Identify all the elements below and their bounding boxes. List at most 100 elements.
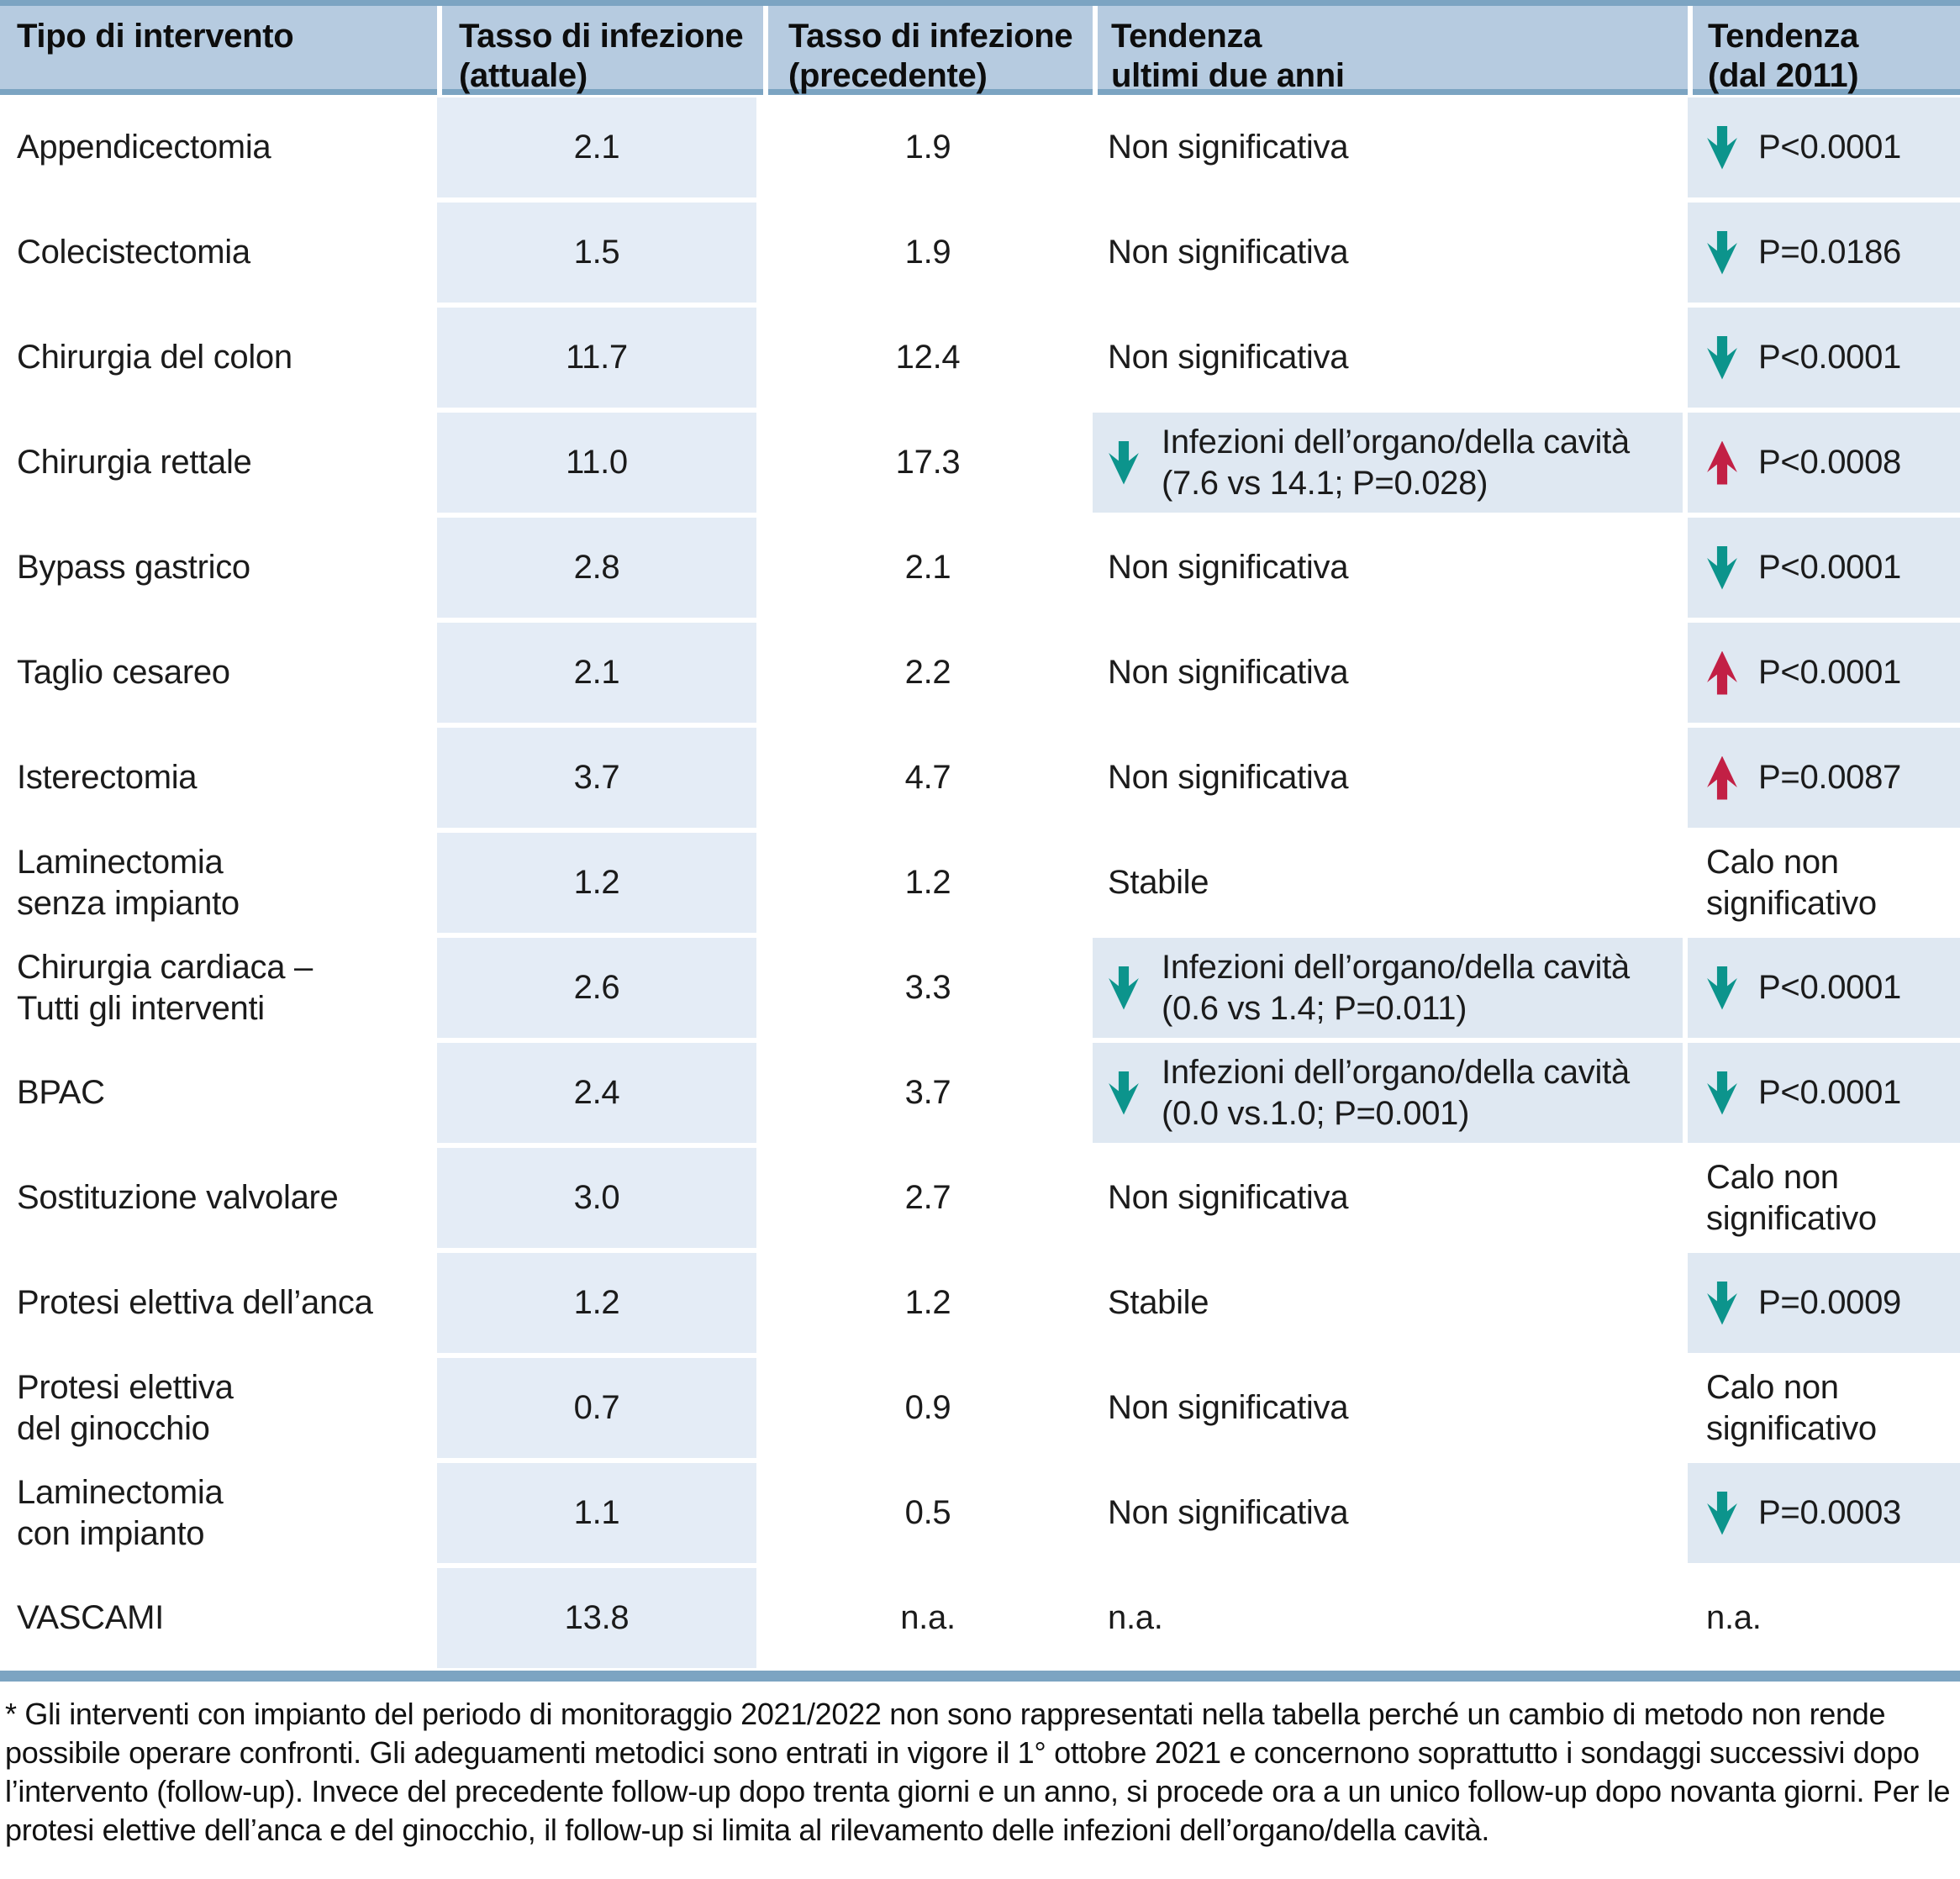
- current-rate: 2.1: [573, 654, 620, 691]
- procedure-name-cell: Protesi elettiva dell’anca: [0, 1250, 437, 1355]
- trend-2011-text: P<0.0001: [1758, 654, 1901, 691]
- trend-2y-text: Non significativa: [1108, 549, 1349, 586]
- trend-2011-text: Calo non significativo: [1706, 1158, 1877, 1237]
- previous-rate-cell: 1.2: [763, 1250, 1093, 1355]
- trend-2011-text: P<0.0001: [1758, 129, 1901, 166]
- previous-rate: 12.4: [895, 339, 961, 376]
- procedure-name-cell: Appendicectomia: [0, 95, 437, 200]
- trend-2y-text: Stabile: [1108, 1284, 1209, 1321]
- column-header-tasso-precedente: Tasso di infezione (precedente): [763, 6, 1093, 96]
- trend-2y-cell: Non significativa: [1093, 95, 1688, 200]
- previous-rate: 2.2: [904, 654, 951, 691]
- current-rate: 11.7: [566, 339, 628, 376]
- trend-2y-text: Non significativa: [1108, 654, 1349, 691]
- trend-2011-cell: P<0.0001: [1688, 308, 1960, 408]
- trend-arrow-icon: [1707, 755, 1737, 800]
- procedure-name-cell: Colecistectomia: [0, 200, 437, 305]
- current-rate-cell: 1.1: [437, 1463, 756, 1563]
- procedure-name-cell: VASCAMI: [0, 1566, 437, 1671]
- column-header-tasso-attuale: Tasso di infezione (attuale): [437, 6, 763, 96]
- procedure-name: VASCAMI: [17, 1599, 164, 1636]
- previous-rate: 3.3: [904, 969, 951, 1006]
- previous-rate-cell: 2.2: [763, 620, 1093, 725]
- table-body: Appendicectomia 2.1 1.9 Non significativ…: [0, 95, 1960, 1671]
- procedure-name-cell: Protesi elettiva del ginocchio: [0, 1355, 437, 1461]
- trend-2y-text: Stabile: [1108, 864, 1209, 901]
- previous-rate-cell: 12.4: [763, 305, 1093, 410]
- procedure-name: BPAC: [17, 1074, 105, 1111]
- current-rate: 0.7: [573, 1389, 620, 1426]
- trend-2y-text: n.a.: [1108, 1599, 1163, 1636]
- procedure-name-cell: Chirurgia rettale: [0, 410, 437, 515]
- procedure-name: Chirurgia cardiaca – Tutti gli intervent…: [17, 948, 313, 1027]
- column-header-tipo-di-intervento: Tipo di intervento: [17, 18, 294, 55]
- procedure-name: Colecistectomia: [17, 234, 250, 271]
- procedure-name: Laminectomia con impianto: [17, 1473, 224, 1552]
- trend-2y-cell: Stabile: [1093, 830, 1688, 935]
- previous-rate: 17.3: [895, 444, 961, 481]
- current-rate: 2.6: [573, 969, 620, 1006]
- previous-rate: 1.2: [904, 1284, 951, 1321]
- procedure-name: Protesi elettiva dell’anca: [17, 1284, 373, 1321]
- trend-2y-cell: Infezioni dell’organo/della cavità (7.6 …: [1093, 413, 1683, 513]
- previous-rate-cell: 17.3: [763, 410, 1093, 515]
- previous-rate-cell: n.a.: [763, 1566, 1093, 1671]
- previous-rate-cell: 4.7: [763, 725, 1093, 830]
- trend-2y-text: Non significativa: [1108, 1494, 1349, 1531]
- trend-2011-cell: n.a.: [1688, 1566, 1960, 1671]
- previous-rate-cell: 2.7: [763, 1145, 1093, 1250]
- current-rate-cell: 3.0: [437, 1148, 756, 1248]
- current-rate: 1.2: [573, 1284, 620, 1321]
- trend-2y-cell: Infezioni dell’organo/della cavità (0.0 …: [1093, 1043, 1683, 1143]
- procedure-name-cell: Isterectomia: [0, 725, 437, 830]
- procedure-name-cell: Laminectomia senza impianto: [0, 830, 437, 935]
- current-rate-cell: 2.1: [437, 623, 756, 723]
- current-rate-cell: 11.0: [437, 413, 756, 513]
- current-rate: 3.7: [573, 759, 620, 796]
- procedure-name: Sostituzione valvolare: [17, 1179, 339, 1216]
- table-bottom-rule: [0, 1671, 1960, 1682]
- trend-2011-cell: P<0.0001: [1688, 623, 1960, 723]
- previous-rate-cell: 0.5: [763, 1461, 1093, 1566]
- previous-rate: 3.7: [904, 1074, 951, 1111]
- trend-2y-cell: Non significativa: [1093, 515, 1688, 620]
- current-rate-cell: 2.8: [437, 518, 756, 618]
- current-rate: 1.5: [573, 234, 620, 271]
- current-rate-cell: 1.2: [437, 1253, 756, 1353]
- previous-rate: 0.5: [904, 1494, 951, 1531]
- trend-2y-cell: Non significativa: [1093, 1145, 1688, 1250]
- procedure-name: Bypass gastrico: [17, 549, 250, 586]
- trend-arrow-icon: [1109, 966, 1139, 1010]
- trend-2011-text: P=0.0009: [1758, 1284, 1901, 1321]
- current-rate: 1.2: [573, 864, 620, 901]
- trend-arrow-icon: [1707, 650, 1737, 695]
- trend-2011-cell: P=0.0009: [1688, 1253, 1960, 1353]
- trend-2011-cell: P<0.0001: [1688, 518, 1960, 618]
- procedure-name-cell: Sostituzione valvolare: [0, 1145, 437, 1250]
- trend-2y-text: Non significativa: [1108, 129, 1349, 166]
- previous-rate-cell: 0.9: [763, 1355, 1093, 1461]
- trend-2011-text: P=0.0003: [1758, 1494, 1901, 1531]
- trend-2011-cell: P<0.0001: [1688, 1043, 1960, 1143]
- trend-arrow-icon: [1707, 125, 1737, 170]
- procedure-name: Laminectomia senza impianto: [17, 843, 240, 922]
- trend-2y-cell: Non significativa: [1093, 620, 1688, 725]
- procedure-name-cell: Laminectomia con impianto: [0, 1461, 437, 1566]
- previous-rate: 2.1: [904, 549, 951, 586]
- previous-rate-cell: 1.2: [763, 830, 1093, 935]
- current-rate: 11.0: [566, 444, 628, 481]
- trend-2y-cell: Non significativa: [1093, 305, 1688, 410]
- procedure-name-cell: Chirurgia cardiaca – Tutti gli intervent…: [0, 935, 437, 1040]
- trend-2y-text: Non significativa: [1108, 234, 1349, 271]
- trend-arrow-icon: [1707, 545, 1737, 590]
- previous-rate-cell: 1.9: [763, 95, 1093, 200]
- trend-2011-text: P<0.0001: [1758, 1074, 1901, 1111]
- current-rate-cell: 3.7: [437, 728, 756, 828]
- trend-2011-text: n.a.: [1706, 1599, 1762, 1636]
- current-rate-cell: 1.2: [437, 833, 756, 933]
- trend-arrow-icon: [1707, 1491, 1737, 1535]
- current-rate-cell: 2.1: [437, 97, 756, 197]
- current-rate: 2.4: [573, 1074, 620, 1111]
- procedure-name-cell: BPAC: [0, 1040, 437, 1145]
- trend-2011-cell: P<0.0001: [1688, 938, 1960, 1038]
